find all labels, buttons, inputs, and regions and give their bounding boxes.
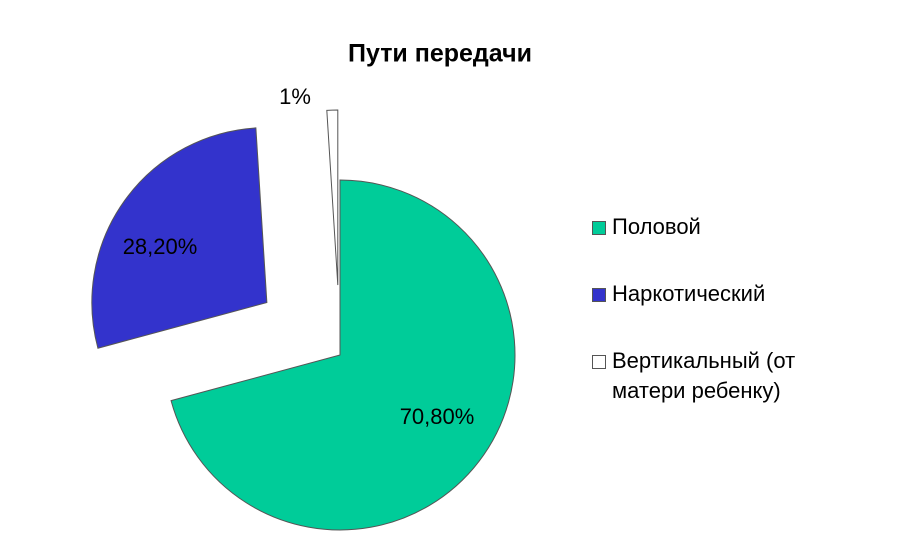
legend-swatch: [592, 221, 606, 235]
legend: Половой Наркотический Вертикальный (от мат…: [592, 212, 852, 443]
legend-item: Половой: [592, 212, 852, 242]
pie-slice: [91, 127, 268, 349]
pie-slice: [326, 109, 339, 286]
legend-swatch: [592, 288, 606, 302]
data-label: 1%: [279, 84, 311, 109]
data-label: 70,80%: [400, 404, 475, 429]
legend-label: Половой: [612, 214, 701, 239]
legend-item: Вертикальный (от матери ребенку): [592, 346, 852, 406]
chart-title: Пути передачи: [348, 40, 532, 68]
legend-label: Вертикальный (от матери ребенку): [612, 348, 796, 403]
data-label: 28,20%: [123, 234, 198, 259]
pie-slice: [170, 179, 516, 531]
legend-item: Наркотический: [592, 279, 852, 309]
legend-label: Наркотический: [612, 281, 766, 306]
legend-swatch: [592, 355, 606, 369]
